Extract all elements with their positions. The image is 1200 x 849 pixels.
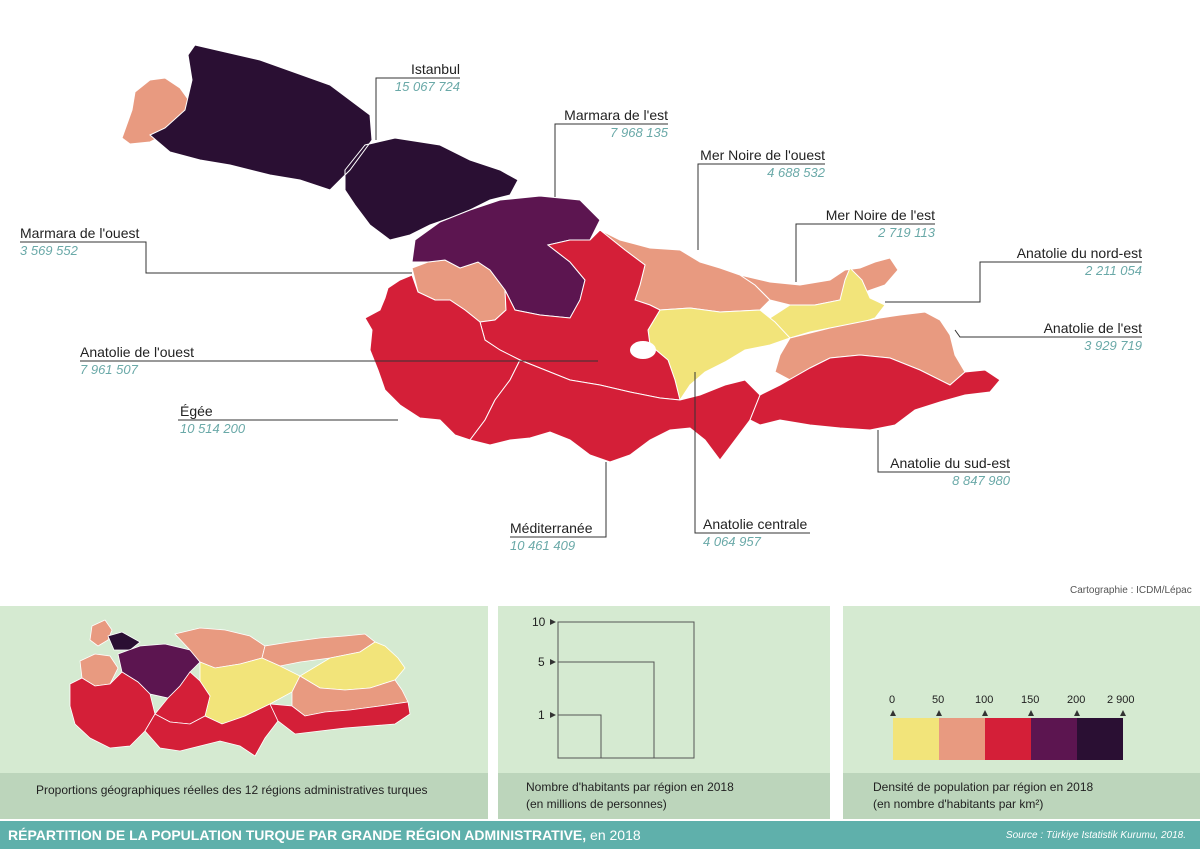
figure-title-main: RÉPARTITION DE LA POPULATION TURQUE PAR … <box>8 827 587 843</box>
region-anatolie-sud-est[interactable] <box>749 354 1001 431</box>
scale-tick-1: 1 <box>538 708 545 722</box>
callout-mediterranee: Méditerranée 10 461 409 <box>510 519 630 555</box>
panel-geographic: Proportions géographiques réelles des 12… <box>0 606 488 819</box>
callout-anatolie-sud-est: Anatolie du sud-est 8 847 980 <box>850 454 1010 490</box>
region-mediterranee[interactable] <box>469 359 761 463</box>
scale-marker-10 <box>550 619 556 625</box>
region-population: 2 719 113 <box>878 225 935 240</box>
scale-squares <box>550 619 695 759</box>
density-marker-2900 <box>1120 710 1126 716</box>
callout-anatolie-ouest: Anatolie de l'ouest 7 961 507 <box>80 343 240 379</box>
callout-lines <box>20 77 1142 538</box>
mini-map <box>69 619 411 757</box>
region-name: Marmara de l'ouest <box>20 225 140 241</box>
density-legend <box>890 710 1126 760</box>
density-marker-150 <box>1028 710 1034 716</box>
callout-marmara-ouest: Marmara de l'ouest 3 569 552 <box>20 224 180 260</box>
mini-region-anatolie-sud-est <box>269 701 411 735</box>
density-marker-200 <box>1074 710 1080 716</box>
footer-bar: RÉPARTITION DE LA POPULATION TURQUE PAR … <box>0 821 1200 849</box>
figure-title: RÉPARTITION DE LA POPULATION TURQUE PAR … <box>8 827 641 843</box>
density-swatch-200-2900 <box>1077 718 1123 760</box>
region-population: 15 067 724 <box>394 79 460 94</box>
region-name: Anatolie du nord-est <box>1016 245 1142 261</box>
mini-region-marmara-ouest <box>79 619 119 687</box>
panel-density-caption: Densité de population par région en 2018… <box>843 773 1200 819</box>
density-swatch-0-50 <box>893 718 939 760</box>
region-population: 2 211 054 <box>1085 263 1142 278</box>
figure-source: Source : Türkiye Istatistik Kurumu, 2018… <box>1005 830 1186 841</box>
lake-tuz <box>630 341 656 359</box>
map-credit: Cartographie : ICDM/Lépac <box>1070 585 1192 596</box>
scale-square-10 <box>557 621 695 759</box>
mini-region-mer-noire-est <box>261 633 376 667</box>
scale-marker-1 <box>550 712 556 718</box>
region-name: Anatolie centrale <box>703 516 808 532</box>
caption-line: Proportions géographiques réelles des 12… <box>36 783 428 797</box>
density-break-150: 150 <box>1021 694 1040 706</box>
callout-mer-noire-est: Mer Noire de l'est 2 719 113 <box>775 206 935 242</box>
density-break-2900: 2 900 <box>1107 694 1135 706</box>
density-break-0: 0 <box>889 694 896 706</box>
scale-marker-5 <box>550 659 556 665</box>
region-name: Anatolie de l'est <box>1043 320 1142 336</box>
region-name: Méditerranée <box>510 520 593 536</box>
region-population: 3 929 719 <box>1084 338 1142 353</box>
region-name: Mer Noire de l'ouest <box>700 147 825 163</box>
caption-line-1: Nombre d'habitants par région en 2018 <box>526 780 734 794</box>
region-population: 7 961 507 <box>80 362 138 377</box>
density-swatch-150-200 <box>1031 718 1077 760</box>
caption-line-1: Densité de population par région en 2018 <box>873 780 1094 794</box>
region-name: Mer Noire de l'est <box>825 207 935 223</box>
region-population: 4 064 957 <box>703 534 761 549</box>
density-break-200: 200 <box>1067 694 1086 706</box>
scale-square-5 <box>557 661 655 759</box>
cartogram-map <box>20 44 1142 538</box>
region-population: 10 461 409 <box>510 538 576 553</box>
region-name: Marmara de l'est <box>564 107 668 123</box>
callout-mer-noire-ouest: Mer Noire de l'ouest 4 688 532 <box>665 146 825 182</box>
panel-density: 0 50 100 150 200 2 900 Densité de popula… <box>843 606 1200 819</box>
callout-marmara-est: Marmara de l'est 7 968 135 <box>528 106 668 142</box>
callout-anatolie-est: Anatolie de l'est 3 929 719 <box>982 319 1142 355</box>
density-break-50: 50 <box>932 694 945 706</box>
region-population: 3 569 552 <box>20 243 78 258</box>
panel-geographic-caption: Proportions géographiques réelles des 12… <box>0 773 488 819</box>
density-marker-50 <box>936 710 942 716</box>
scale-tick-10: 10 <box>532 615 546 629</box>
scale-tick-5: 5 <box>538 655 545 669</box>
region-name: Anatolie de l'ouest <box>80 344 194 360</box>
callout-anatolie-centrale: Anatolie centrale 4 064 957 <box>703 515 833 551</box>
region-population: 4 688 532 <box>767 165 825 180</box>
figure-title-year: en 2018 <box>590 827 641 843</box>
region-population: 8 847 980 <box>952 473 1010 488</box>
scale-square-1 <box>557 714 602 759</box>
panel-scale-caption: Nombre d'habitants par région en 2018 (e… <box>498 773 830 819</box>
callout-istanbul: Istanbul 15 067 724 <box>356 60 460 96</box>
region-name: Istanbul <box>410 61 460 77</box>
region-population: 7 968 135 <box>610 125 668 140</box>
caption-line-2: (en nombre d'habitants par km²) <box>873 797 1044 811</box>
callout-egee: Égée 10 514 200 <box>180 402 300 438</box>
density-break-100: 100 <box>975 694 994 706</box>
region-name: Égée <box>180 403 213 419</box>
panel-scale: 10 5 1 Nombre d'habitants par région en … <box>498 606 830 819</box>
region-name: Anatolie du sud-est <box>890 455 1010 471</box>
region-istanbul[interactable] <box>149 44 519 241</box>
density-marker-0 <box>890 710 896 716</box>
density-swatch-100-150 <box>985 718 1031 760</box>
callout-anatolie-nord-est: Anatolie du nord-est 2 211 054 <box>982 244 1142 280</box>
mini-region-istanbul <box>107 631 141 651</box>
region-population: 10 514 200 <box>180 421 246 436</box>
caption-line-2: (en millions de personnes) <box>526 797 667 811</box>
density-swatch-50-100 <box>939 718 985 760</box>
density-marker-100 <box>982 710 988 716</box>
